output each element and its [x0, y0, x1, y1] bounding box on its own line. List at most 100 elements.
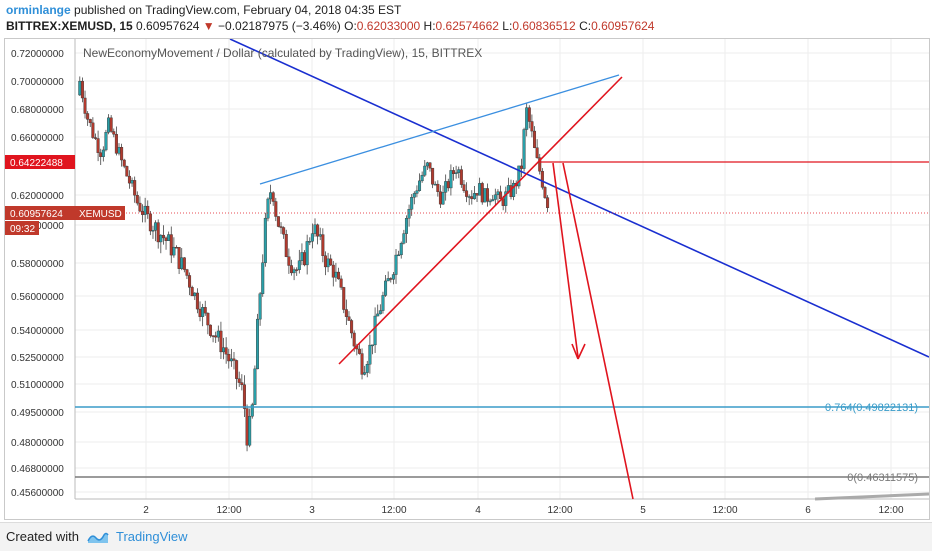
candle-body: [133, 180, 137, 196]
candle-body: [384, 280, 388, 296]
candle-body: [462, 184, 466, 191]
candle-body: [78, 80, 82, 96]
candle-body: [478, 183, 482, 196]
candle-body: [185, 269, 189, 276]
candle-body: [208, 324, 212, 336]
candle-body: [465, 190, 469, 197]
candle-body: [488, 200, 492, 203]
drawings-layer[interactable]: [75, 39, 929, 501]
x-tick-label: 5: [640, 505, 646, 516]
candle-body: [174, 246, 178, 249]
candle-body: [459, 169, 463, 185]
candle-body: [376, 313, 380, 317]
candle-body: [457, 169, 461, 173]
candle-body: [274, 201, 278, 217]
countdown-tag: 09:32: [10, 224, 35, 235]
candle-body: [360, 353, 364, 375]
candle-body: [543, 187, 547, 198]
candle-body: [381, 295, 385, 311]
candle-body: [530, 121, 534, 132]
candle-body: [449, 170, 453, 189]
candle-body: [148, 213, 152, 232]
candle-body: [391, 274, 395, 280]
x-tick-label: 6: [805, 505, 811, 516]
rising-support-line: [338, 76, 623, 365]
candle-body: [289, 265, 293, 274]
candle-body: [164, 237, 168, 241]
candle-body: [321, 234, 325, 256]
candle-body: [198, 308, 202, 317]
candle-body: [339, 278, 343, 288]
candle-body: [399, 243, 403, 256]
x-axis: 2 12:00 3 12:00 4 12:00 5 12:00 6 12:00: [75, 498, 929, 516]
candle-body: [222, 347, 226, 353]
candle-body: [91, 122, 95, 138]
candle-body: [480, 183, 484, 203]
open-label: O:: [344, 19, 357, 33]
candle-body: [216, 330, 220, 338]
candle-body: [190, 287, 194, 297]
candle-body: [104, 132, 108, 151]
candle-body: [83, 97, 87, 114]
candle-body: [504, 191, 508, 206]
candle-body: [368, 344, 372, 365]
fib-extension-line: [814, 492, 929, 501]
candle-body: [232, 358, 236, 361]
price-chart[interactable]: 0.72000000 0.70000000 0.68000000 0.66000000…: [5, 39, 929, 519]
arrow-head-1b: [577, 343, 586, 360]
candle-body: [373, 315, 377, 346]
candle-body: [318, 234, 322, 237]
candle-body: [533, 130, 537, 148]
candle-body: [203, 307, 207, 314]
y-tick-label: 0.46800000: [11, 464, 64, 475]
author-link[interactable]: orminlange: [6, 3, 71, 17]
candle-body: [154, 222, 158, 231]
candle-body: [99, 152, 103, 157]
candle-body: [295, 269, 299, 271]
candle-body: [101, 149, 105, 157]
tradingview-brand-link[interactable]: TradingView: [116, 529, 188, 544]
high-label: H:: [423, 19, 436, 33]
candle-body: [407, 209, 411, 219]
candle-body: [303, 252, 307, 266]
x-tick-label: 12:00: [878, 505, 903, 516]
candle-body: [420, 174, 424, 182]
candle-body: [496, 191, 500, 196]
candle-body: [444, 181, 448, 193]
candle-body: [107, 117, 111, 133]
fib-label-0: 0(0.46311575): [847, 472, 918, 484]
chart-area[interactable]: 0.72000000 0.70000000 0.68000000 0.66000000…: [4, 38, 930, 520]
candle-body: [284, 234, 288, 257]
candle-body: [125, 166, 129, 177]
candle-body: [146, 205, 150, 215]
price-tag-resistance-bg: [5, 155, 75, 169]
channel-upper-line: [259, 74, 620, 185]
candle-body: [224, 347, 228, 355]
price-tag-resistance: 0.64222488: [10, 158, 63, 169]
candle-body: [88, 119, 92, 124]
candle-body: [483, 188, 487, 203]
candle-body: [363, 372, 367, 375]
projection-arrow-1: [552, 162, 579, 358]
candle-body: [80, 80, 84, 99]
candle-body: [402, 233, 406, 244]
candle-body: [305, 241, 309, 266]
publish-info: published on TradingView.com, February 0…: [74, 3, 402, 17]
down-arrow-icon: ▼: [202, 19, 215, 33]
candle-body: [538, 157, 542, 172]
candle-body: [431, 167, 435, 185]
candle-body: [253, 368, 257, 405]
candle-body: [425, 162, 429, 167]
candle-body: [313, 224, 317, 234]
candle-body: [446, 181, 450, 189]
y-tick-label: 0.66000000: [11, 133, 64, 144]
candle-body: [334, 271, 338, 278]
candle-body: [546, 197, 550, 209]
candle-body: [350, 320, 354, 334]
projection-arrow-2: [562, 162, 634, 500]
candle-body: [331, 264, 335, 278]
candle-body: [323, 255, 327, 268]
candle-body: [271, 192, 275, 202]
candle-body: [540, 171, 544, 188]
candle-body: [117, 147, 121, 154]
